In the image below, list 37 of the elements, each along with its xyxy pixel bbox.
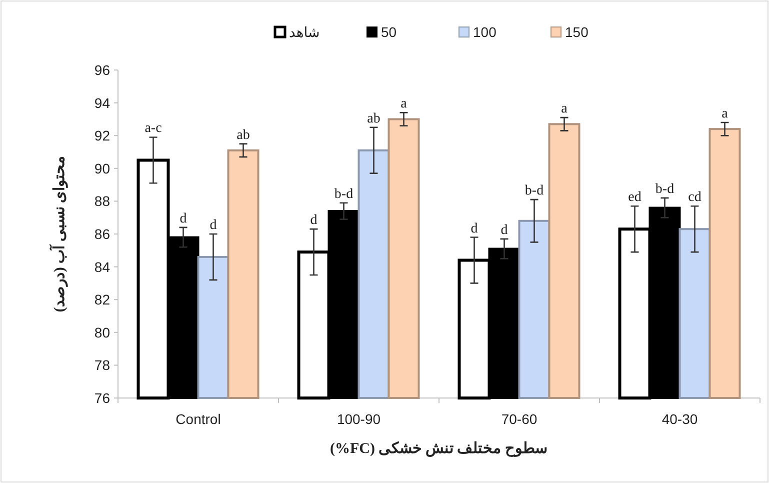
y-tick-label: 76 bbox=[94, 390, 110, 406]
data-label: a-c bbox=[144, 121, 162, 136]
data-label: ed bbox=[628, 190, 642, 206]
data-label: cd bbox=[688, 190, 702, 206]
y-tick-label: 80 bbox=[94, 324, 110, 340]
data-label: a bbox=[400, 96, 408, 112]
x-axis-title: سطوح مختلف تنش خشکی (FC%) bbox=[330, 441, 548, 457]
y-tick-label: 90 bbox=[94, 160, 110, 176]
y-tick-label: 86 bbox=[94, 226, 110, 242]
data-label: a bbox=[722, 106, 729, 122]
y-axis-title: محتوای نسبی آب (درصد) bbox=[49, 156, 68, 312]
x-tick-label: 100-90 bbox=[336, 411, 381, 427]
data-label: ab bbox=[367, 111, 380, 126]
data-label: b-d bbox=[334, 186, 354, 202]
y-tick-label: 94 bbox=[94, 94, 110, 111]
x-tick-label: 40-30 bbox=[662, 411, 698, 427]
x-tick-label: 70-60 bbox=[501, 411, 538, 427]
data-label: d bbox=[470, 221, 478, 236]
y-tick-label: 82 bbox=[94, 292, 110, 308]
legend-label: 50 bbox=[381, 24, 397, 40]
x-tick-label: Control bbox=[176, 411, 221, 427]
y-tick-label: 88 bbox=[94, 193, 110, 210]
data-label: a bbox=[561, 102, 568, 117]
y-tick-label: 92 bbox=[94, 128, 110, 144]
legend-label: شاهد bbox=[289, 24, 320, 40]
data-label: d bbox=[310, 213, 318, 228]
data-label: ab bbox=[236, 128, 250, 143]
y-tick-label: 78 bbox=[94, 357, 110, 374]
data-label: b-d bbox=[655, 182, 674, 197]
data-label: d bbox=[500, 222, 508, 238]
data-label: d bbox=[180, 211, 187, 226]
legend-label: 100 bbox=[473, 24, 497, 40]
y-tick-label: 96 bbox=[94, 62, 110, 78]
data-label: d bbox=[210, 218, 217, 233]
legend-label: 150 bbox=[565, 24, 589, 40]
data-label: b-d bbox=[524, 184, 544, 199]
y-tick-label: 84 bbox=[94, 258, 110, 275]
